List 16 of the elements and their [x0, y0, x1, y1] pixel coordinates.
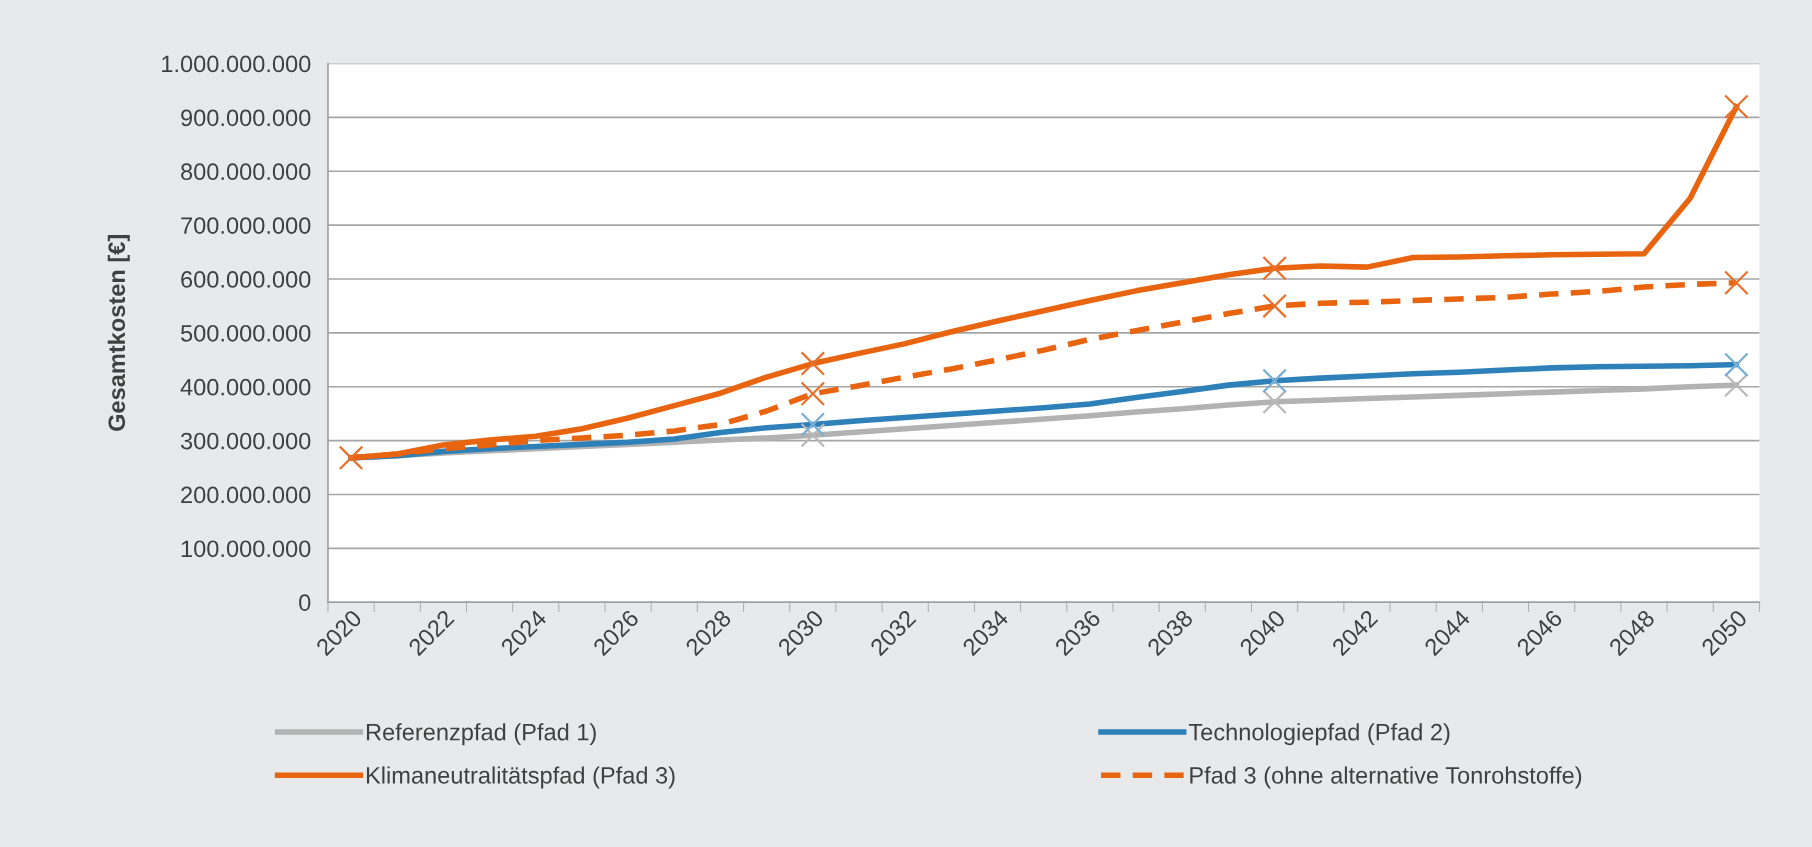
y-axis-title: Gesamtkosten [€]	[107, 235, 130, 431]
y-tick-label: 400.000.000	[180, 378, 311, 396]
legend-label: Technologiepfad (Pfad 2)	[1188, 723, 1450, 746]
y-tick-label: 700.000.000	[181, 217, 311, 234]
y-tick-label: 0	[299, 594, 311, 611]
legend-label: Klimaneutralitätspfad (Pfad 3)	[366, 766, 675, 789]
y-tick-label: 900.000.000	[181, 109, 311, 127]
y-tick-label: 600.000.000	[181, 271, 311, 288]
legend-label: Referenzpfad (Pfad 1)	[366, 723, 596, 746]
y-tick-label: 800.000.000	[181, 163, 311, 181]
y-tick-label: 200.000.000	[181, 486, 311, 504]
y-tick-label: 300.000.000	[180, 432, 311, 450]
y-tick-label: 100.000.000	[181, 540, 311, 558]
y-tick-label: 500.000.000	[180, 324, 311, 342]
legend-label: Pfad 3 (ohne alternative Tonrohstoffe)	[1190, 766, 1582, 789]
y-tick-label: 1.000.000.000	[162, 55, 311, 73]
